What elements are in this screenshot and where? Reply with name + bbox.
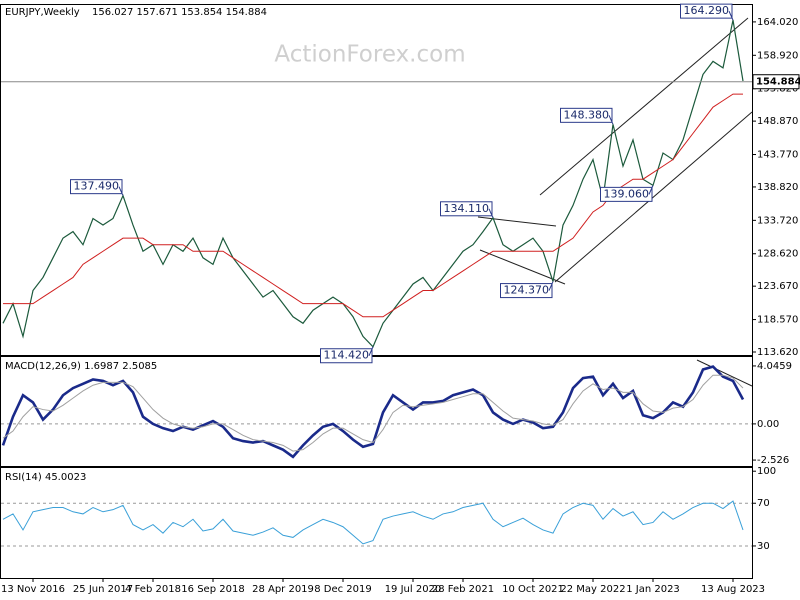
- series-line: [2, 500, 744, 545]
- series-line: [2, 374, 744, 452]
- annotation: 137.490: [74, 180, 120, 193]
- annotation-mark: [548, 281, 554, 291]
- annotation: 164.290: [684, 4, 730, 17]
- annotation-mark: [608, 115, 614, 125]
- annotation-box: [440, 201, 493, 217]
- annotation-box: [500, 283, 553, 299]
- y-tick-label: 148.870: [757, 116, 798, 127]
- annotation: 139.060: [604, 187, 650, 200]
- x-tick-label: 22 May 2022: [560, 584, 625, 595]
- y-tick-label: -2.526: [757, 455, 789, 466]
- y-tick-label: 143.770: [757, 150, 798, 161]
- y-tick-label: 123.670: [757, 281, 798, 292]
- annotation-mark: [488, 208, 494, 218]
- x-tick-label: 1 Jan 2023: [626, 584, 680, 595]
- annotation-mark: [118, 186, 124, 196]
- rsi-title: RSI(14) 45.0023: [5, 472, 86, 483]
- y-tick-label: 113.620: [757, 347, 798, 358]
- triangle-upper: [477, 216, 557, 227]
- annotation-mark: [368, 346, 374, 356]
- x-tick-label: 13 Aug 2023: [701, 584, 765, 595]
- current-price-label: 154.884: [756, 77, 800, 88]
- annotation: 148.380: [564, 108, 610, 121]
- annotation-box: [560, 107, 613, 123]
- macd-panel: [0, 356, 753, 467]
- y-tick-label: 164.020: [757, 17, 798, 28]
- annotation: 114.420: [324, 349, 370, 362]
- annotation-box: [320, 348, 373, 364]
- annotation-mark: [728, 10, 734, 21]
- y-tick-label: 138.820: [757, 182, 798, 193]
- series-line: [1, 365, 745, 459]
- y-tick-label: 128.620: [757, 249, 798, 260]
- price-panel: [0, 4, 753, 356]
- x-tick-label: 8 Dec 2019: [314, 584, 372, 595]
- y-tick-label: 4.0459: [757, 361, 792, 372]
- x-tick-label: 28 Feb 2021: [432, 584, 494, 595]
- x-tick-label: 4 Feb 2018: [125, 584, 181, 595]
- y-tick-label: 70: [757, 498, 770, 509]
- x-tick-label: 28 Apr 2019: [252, 584, 314, 595]
- macd-trend: [696, 359, 753, 387]
- y-tick-label: 30: [757, 541, 770, 552]
- x-tick-label: 10 Oct 2021: [502, 584, 564, 595]
- current-price-box: [752, 74, 800, 90]
- annotation-mark: [648, 185, 654, 195]
- annotation-box: [680, 3, 733, 19]
- x-tick-label: 13 Nov 2016: [1, 584, 65, 595]
- channel-upper: [539, 17, 749, 196]
- annotation: 124.370: [504, 284, 550, 297]
- channel-lower: [554, 111, 753, 283]
- watermark: ActionForex.com: [274, 42, 465, 68]
- triangle-lower: [479, 249, 566, 285]
- annotation-box: [600, 186, 653, 202]
- y-tick-label: 133.720: [757, 215, 798, 226]
- ohlc: 156.027 157.671 153.854 154.884: [92, 7, 267, 18]
- x-tick-label: 25 Jun 2017: [73, 584, 133, 595]
- x-tick-label: 19 Jul 2020: [385, 584, 442, 595]
- symbol: EURJPY,Weekly: [5, 7, 80, 18]
- macd-title: MACD(12,26,9) 1.6987 2.5085: [5, 361, 157, 372]
- y-tick-label: 158.920: [757, 50, 798, 61]
- y-tick-label: 0.00: [757, 419, 779, 430]
- annotation-box: [70, 179, 123, 195]
- y-tick-label: 100: [757, 466, 776, 477]
- rsi-panel: [0, 467, 753, 579]
- x-tick-label: 16 Sep 2018: [181, 584, 244, 595]
- y-tick-label: 118.570: [757, 315, 798, 326]
- annotation: 134.110: [444, 202, 490, 215]
